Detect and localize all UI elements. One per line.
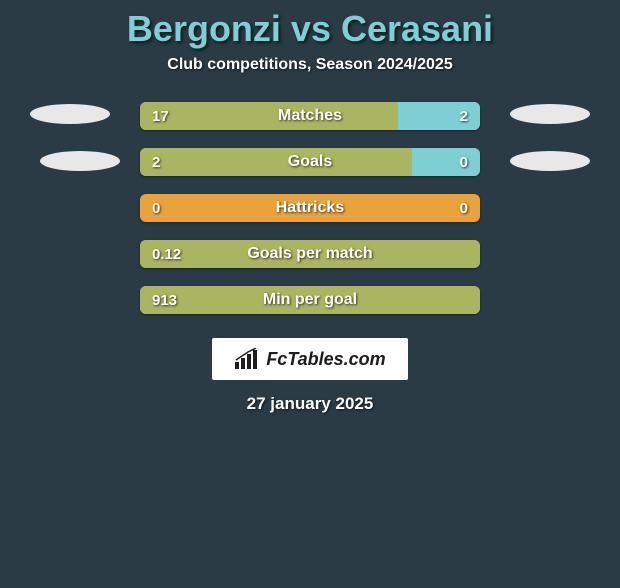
bars-container: 17 Matches 2 2 Goals 0 0 Hattricks 0 (140, 102, 480, 314)
team-logo-right-1 (510, 151, 590, 171)
stat-row-goals: 2 Goals 0 (140, 148, 480, 176)
date-text: 27 january 2025 (10, 394, 610, 414)
stat-row-hattricks: 0 Hattricks 0 (140, 194, 480, 222)
branding-text: FcTables.com (266, 349, 385, 370)
stat-row-min-per-goal: 913 Min per goal (140, 286, 480, 314)
stat-label: Min per goal (140, 286, 480, 314)
stat-label: Matches (140, 102, 480, 130)
chart-icon (234, 348, 260, 370)
stats-comparison: Bergonzi vs Cerasani Club competitions, … (0, 8, 620, 414)
stat-row-matches: 17 Matches 2 (140, 102, 480, 130)
stat-label: Hattricks (140, 194, 480, 222)
stat-label: Goals (140, 148, 480, 176)
branding-badge: FcTables.com (212, 338, 407, 380)
subtitle: Club competitions, Season 2024/2025 (10, 56, 610, 74)
stat-label: Goals per match (140, 240, 480, 268)
team-logo-left-0 (30, 104, 110, 124)
value-right: 0 (460, 194, 468, 222)
stats-area: 17 Matches 2 2 Goals 0 0 Hattricks 0 (10, 102, 610, 314)
team-logo-left-1 (40, 151, 120, 171)
page-title: Bergonzi vs Cerasani (10, 8, 610, 50)
value-right: 0 (460, 148, 468, 176)
team-logo-right-0 (510, 104, 590, 124)
value-right: 2 (460, 102, 468, 130)
stat-row-goals-per-match: 0.12 Goals per match (140, 240, 480, 268)
